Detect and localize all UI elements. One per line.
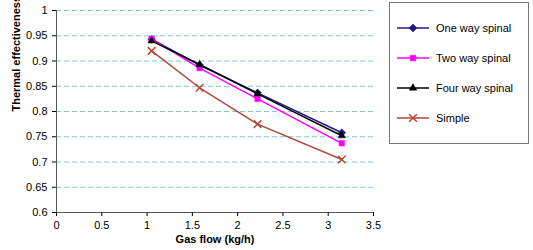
svg-text:0: 0 (53, 219, 59, 231)
html-text:Two way spinal: Two way spinal (436, 52, 511, 64)
svg-text:0.85: 0.85 (26, 80, 47, 92)
svg-text:1.5: 1.5 (185, 219, 200, 231)
svg-text:0.95: 0.95 (26, 29, 47, 41)
html-text:Four way spinal: Four way spinal (436, 82, 513, 94)
svg-text:0.9: 0.9 (32, 55, 47, 67)
svg-text:3: 3 (325, 219, 331, 231)
html-text:Simple: Simple (436, 112, 470, 124)
svg-text:0.75: 0.75 (26, 130, 47, 142)
html-text:One way spinal: One way spinal (436, 22, 512, 34)
svg-text:0.7: 0.7 (32, 156, 47, 168)
svg-text:1: 1 (41, 4, 47, 16)
svg-text:Gas flow (kg/h): Gas flow (kg/h) (176, 233, 255, 245)
svg-text:0.8: 0.8 (32, 105, 47, 117)
svg-text:1: 1 (144, 219, 150, 231)
svg-text:3.5: 3.5 (366, 219, 381, 231)
svg-text:0.65: 0.65 (26, 181, 47, 193)
svg-text:0.6: 0.6 (32, 206, 47, 218)
svg-text:2.5: 2.5 (275, 219, 290, 231)
svg-text:Thermal effectiveness: Thermal effectiveness (10, 0, 22, 112)
svg-text:0.5: 0.5 (94, 219, 109, 231)
svg-text:2: 2 (235, 219, 241, 231)
